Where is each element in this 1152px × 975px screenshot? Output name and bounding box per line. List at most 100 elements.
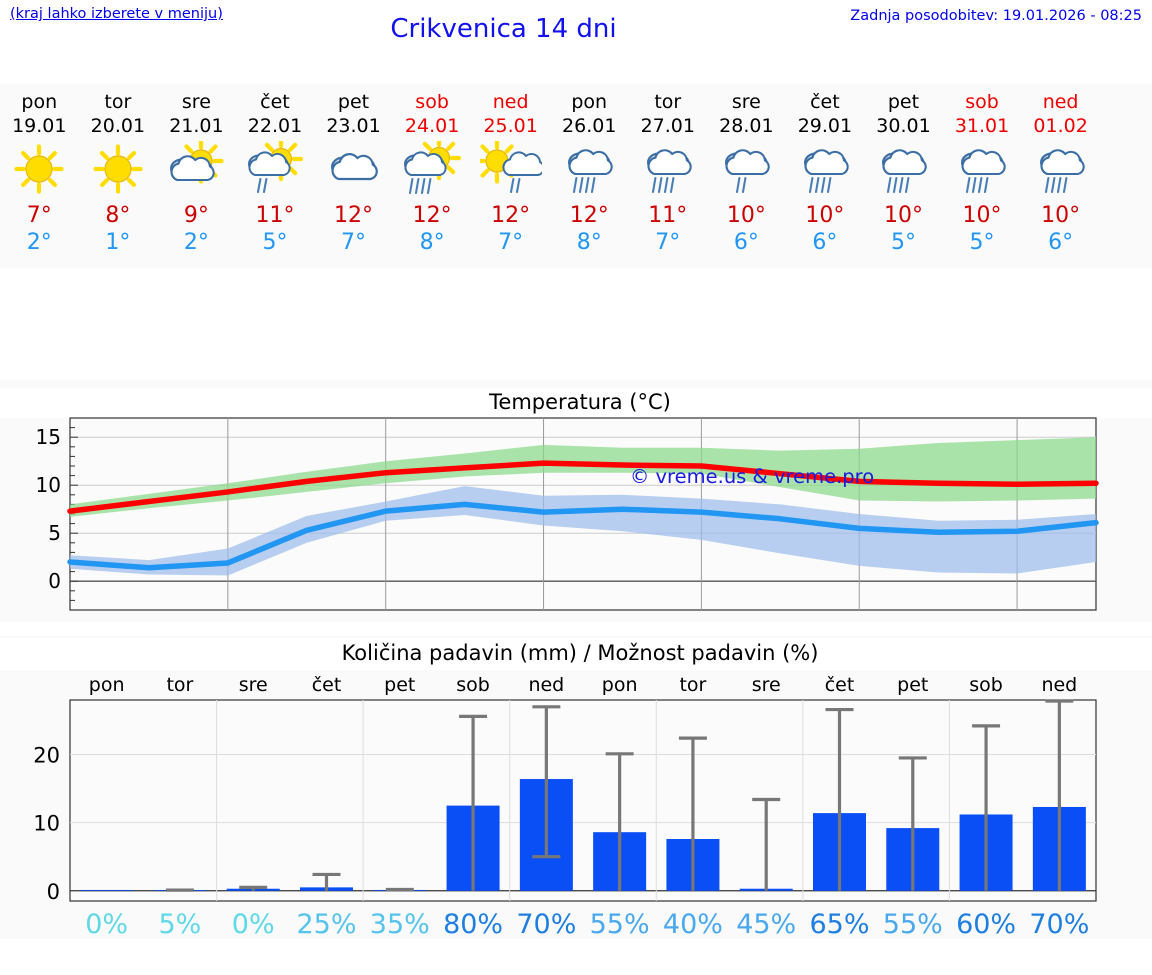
precipitation-chart: pon tor sre čet pet sob ned pon tor sre čet pet sob n… (33, 674, 1097, 939)
precipitation-ytick-label: 10 (33, 812, 60, 836)
temperature-max: 11° (648, 203, 688, 228)
band-max_band_low (70, 437, 1096, 517)
precipitation-xtick-label: pon (602, 674, 638, 696)
cloud-rain-icon (1039, 149, 1085, 194)
precipitation-xtick-label: pet (384, 674, 415, 696)
weather-icon-wrapper (629, 140, 708, 202)
precipitation-probability-label: 0% (232, 909, 275, 939)
page-header: (kraj lahko izberete v meniju) Crikvenic… (0, 0, 1152, 84)
day-column-20.01[interactable]: tor 20.01 8° 1° (79, 84, 158, 268)
temperature-chart-title: Temperatura (°C) (0, 388, 1152, 418)
temperature-chart: 0 5 10 15 © vreme.us & vreme.pro (36, 417, 1099, 611)
last-updated-text: Zadnja posodobitev: 19.01.2026 - 08:25 (850, 8, 1142, 24)
day-name: čet (810, 91, 840, 113)
day-column-30.01[interactable]: pet 30.01 10° 5° (864, 84, 943, 268)
day-date: 24.01 (404, 115, 460, 137)
precipitation-xtick-label: tor (679, 674, 706, 696)
day-date: 27.01 (640, 115, 695, 137)
precipitation-probability-label: 40% (663, 909, 723, 939)
day-name: sob (415, 91, 449, 113)
precipitation-probability-label: 70% (516, 909, 576, 939)
precipitation-probability-label: 80% (443, 909, 503, 939)
day-column-28.01[interactable]: sre 28.01 10° 6° (707, 84, 786, 268)
day-date: 21.01 (169, 115, 224, 137)
day-name: ned (492, 91, 529, 113)
weather-icon-wrapper (471, 140, 550, 202)
weather-icon-wrapper (393, 140, 472, 202)
cloud-rain-icon (882, 149, 928, 194)
precipitation-probability-label: 60% (956, 909, 1016, 939)
day-column-29.01[interactable]: čet 29.01 10° 6° (786, 84, 865, 268)
day-name: pet (887, 91, 920, 113)
precipitation-ytick-label: 0 (47, 880, 60, 904)
day-column-27.01[interactable]: tor 27.01 11° 7° (629, 84, 708, 268)
temperature-min: 5° (262, 230, 288, 255)
temperature-ytick-label: 5 (48, 521, 61, 545)
day-name: sre (181, 91, 211, 113)
precipitation-ytick-label: 20 (33, 744, 60, 768)
precipitation-xtick-label: čet (312, 674, 342, 696)
precipitation-probability-label: 25% (296, 909, 356, 939)
precipitation-xtick-label: tor (166, 674, 193, 696)
sun-icon (93, 144, 143, 194)
temperature-max: 10° (726, 203, 766, 228)
precipitation-probability-label: 65% (809, 909, 869, 939)
temperature-max: 10° (883, 203, 923, 228)
weather-icon-wrapper (943, 140, 1022, 202)
temperature-max: 8° (105, 203, 131, 228)
temperature-min: 5° (890, 230, 916, 255)
cloud-rain-icon (961, 149, 1006, 194)
day-date: 31.01 (954, 115, 1010, 137)
day-column-25.01[interactable]: ned 25.01 12° 7° (471, 84, 550, 268)
precipitation-probability-label: 55% (590, 909, 650, 939)
day-column-22.01[interactable]: čet 22.01 11° 5° (236, 84, 315, 268)
day-date: 19.01 (12, 115, 67, 137)
menu-hint-link[interactable]: (kraj lahko izberete v meniju) (10, 6, 223, 22)
temperature-min: 6° (733, 230, 759, 255)
temperature-max: 12° (334, 203, 374, 228)
temperature-max: 12° (412, 203, 452, 228)
temperature-min: 6° (1048, 230, 1074, 255)
day-name: sob (965, 91, 999, 113)
day-column-24.01[interactable]: sob 24.01 12° 8° (393, 84, 472, 268)
daily-forecast-strip: pon 19.01 7° 2° tor 20.01 8° 1° sre 21.01 9° 2° čet 2… (0, 84, 1152, 268)
temperature-max: 11° (255, 203, 295, 228)
temperature-max: 7° (26, 203, 52, 228)
cloud-rain-icon (803, 149, 849, 194)
day-column-31.01[interactable]: sob 31.01 10° 5° (943, 84, 1022, 268)
day-name: sre (731, 91, 761, 113)
day-name: pon (571, 91, 608, 113)
day-column-21.01[interactable]: sre 21.01 9° 2° (157, 84, 236, 268)
precipitation-probability-label: 5% (159, 909, 202, 939)
day-column-23.01[interactable]: pet 23.01 12° 7° (314, 84, 393, 268)
day-date: 01.02 (1033, 115, 1088, 137)
weather-icon-wrapper (786, 140, 865, 202)
temperature-max: 10° (1041, 203, 1081, 228)
day-name: pon (21, 91, 58, 113)
sun-icon (14, 144, 64, 194)
footer-spacer (0, 939, 1152, 975)
day-name: tor (654, 91, 682, 113)
precipitation-chart-title: Količina padavin (mm) / Možnost padavin … (0, 638, 1152, 670)
precipitation-xtick-label: pon (89, 674, 125, 696)
day-date: 22.01 (247, 115, 303, 137)
temperature-min: 2° (183, 230, 209, 255)
precipitation-probability-label: 70% (1029, 909, 1089, 939)
weather-icon-wrapper (707, 140, 786, 202)
precipitation-probability-label: 45% (736, 909, 796, 939)
temperature-min: 8° (576, 230, 602, 255)
temperature-max: 9° (183, 203, 209, 228)
temperature-max: 12° (491, 203, 531, 228)
day-column-26.01[interactable]: pon 26.01 12° 8° (550, 84, 629, 268)
weather-icon-wrapper (157, 140, 236, 202)
precipitation-xtick-label: ned (528, 674, 564, 696)
temperature-min: 6° (812, 230, 838, 255)
temperature-min: 1° (105, 230, 131, 255)
temperature-ytick-label: 10 (36, 473, 61, 497)
temperature-min: 8° (419, 230, 445, 255)
temperature-max: 12° (569, 203, 609, 228)
precipitation-xtick-label: čet (825, 674, 855, 696)
day-column-19.01[interactable]: pon 19.01 7° 2° (0, 84, 79, 268)
sun-cloud-icon (170, 141, 225, 184)
day-column-01.02[interactable]: ned 01.02 10° 6° (1021, 84, 1100, 268)
